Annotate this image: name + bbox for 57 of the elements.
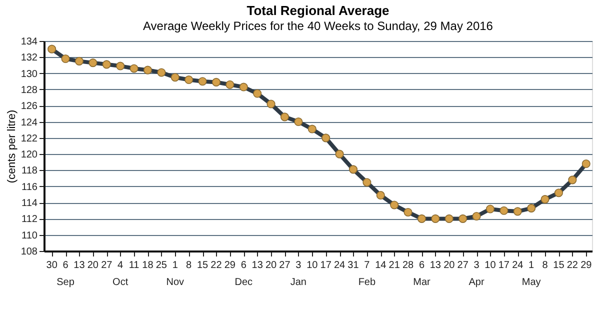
x-tick-label: 10 <box>306 260 318 271</box>
x-tick-label: 24 <box>512 260 524 271</box>
x-tick-label: 27 <box>101 260 113 271</box>
y-tick-label: 116 <box>22 182 38 193</box>
y-tick-label: 126 <box>20 101 38 112</box>
x-tick-label: 1 Nov <box>166 260 184 288</box>
y-tick-label: 132 <box>20 52 38 64</box>
y-tick-label: 112 <box>22 214 38 226</box>
y-tick-label: 118 <box>22 166 38 177</box>
x-tick-label: 6 Mar <box>413 260 432 288</box>
x-tick-label: 22 <box>566 260 578 271</box>
x-tick-label: 1 May <box>522 260 541 288</box>
y-tick-label: 130 <box>20 68 38 80</box>
x-tick-label: 8 <box>186 260 192 271</box>
y-tick-label: 134 <box>20 36 38 48</box>
x-tick-label: 10 <box>484 260 496 271</box>
x-tick-label: 15 <box>196 260 209 271</box>
y-tick-label: 110 <box>22 230 38 242</box>
y-tick-label: 120 <box>20 150 38 161</box>
x-tick-label: 24 <box>334 260 346 271</box>
y-tick-label: 124 <box>20 117 38 128</box>
x-tick-label: 11 <box>128 260 140 271</box>
y-tick-label: 122 <box>20 133 38 144</box>
chart-subtitle: Average Weekly Prices for the 40 Weeks to Sunday, 29 May 2016 <box>143 19 494 33</box>
x-tick-label: 28 <box>402 260 414 271</box>
x-tick-label: 3 Jan <box>290 260 306 288</box>
x-tick-label: 15 <box>553 260 565 271</box>
x-tick-label: 6 Sep <box>56 260 75 288</box>
x-tick-label: 29 <box>580 260 592 271</box>
x-tick-label: 27 <box>457 260 469 271</box>
x-tick-label: 20 <box>87 260 99 271</box>
x-tick-label: 20 <box>444 260 456 271</box>
x-tick-label: 17 <box>320 260 332 271</box>
x-tick-label: 22 <box>210 260 222 271</box>
x-tick-label: 25 <box>156 260 168 271</box>
chart-title: Total Regional Average <box>246 3 390 18</box>
x-tick-label: 27 <box>279 260 291 271</box>
x-tick-label: 21 <box>388 260 400 271</box>
x-tick-label: 13 <box>430 260 442 271</box>
x-tick-label: 13 <box>74 260 86 271</box>
x-tick-label: 13 <box>252 260 264 271</box>
x-tick-label: 4 Oct <box>112 260 128 288</box>
x-tick-label: 30 <box>46 260 58 271</box>
y-tick-label: 108 <box>20 246 38 258</box>
x-tick-label: 7 Feb <box>358 260 376 288</box>
x-tick-label: 18 <box>142 260 154 271</box>
x-tick-label: 14 <box>375 260 387 271</box>
x-tick-label: 6 Dec <box>234 260 253 288</box>
x-tick-label: 20 <box>265 260 278 271</box>
y-axis-title: (cents per litre) <box>6 110 18 184</box>
x-tick-label: 29 <box>224 260 236 271</box>
x-tick-label: 31 <box>348 260 360 271</box>
y-tick-label: 128 <box>20 84 38 96</box>
x-tick-label: 17 <box>498 260 510 271</box>
y-tick-label: 114 <box>22 198 38 210</box>
x-tick-label: 8 <box>542 260 548 271</box>
x-tick-label: 3 Apr <box>468 260 485 288</box>
